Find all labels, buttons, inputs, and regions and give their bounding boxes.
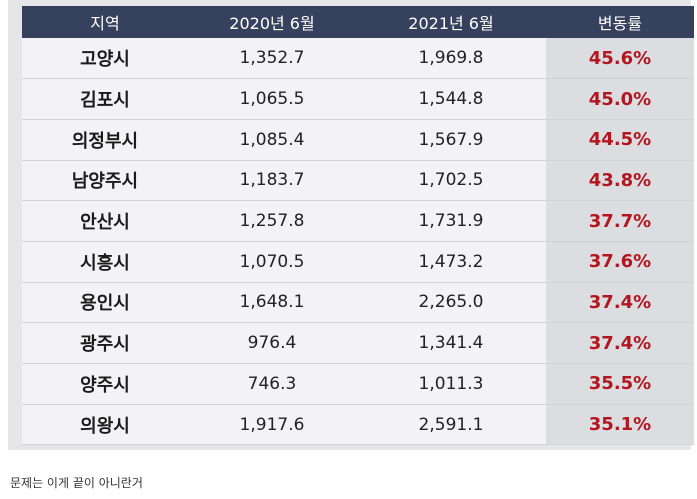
value-2020-cell: 1,917.6: [188, 404, 356, 446]
value-2021-cell: 1,731.9: [356, 200, 546, 242]
value-2020-cell: 976.4: [188, 322, 356, 364]
change-rate-cell: 44.5%: [546, 119, 694, 161]
header-2021-june: 2021년 6월: [408, 14, 494, 33]
change-rate-cell: 45.6%: [546, 38, 694, 80]
value-2021-cell: 1,473.2: [356, 241, 546, 283]
value-2020-cell: 1,648.1: [188, 282, 356, 324]
value-2020-cell: 1,085.4: [188, 119, 356, 161]
value-2020-cell: 1,352.7: [188, 38, 356, 80]
change-rate-cell: 35.5%: [546, 363, 694, 405]
table-body: 고양시 1,352.7 1,969.8 45.6% 김포시 1,065.5 1,544.8 4…: [22, 38, 694, 446]
table-row: 안산시 1,257.8 1,731.9 37.7%: [22, 200, 694, 242]
region-cell: 남양주시: [22, 160, 188, 202]
change-rate-cell: 37.4%: [546, 322, 694, 364]
table-row: 김포시 1,065.5 1,544.8 45.0%: [22, 78, 694, 120]
value-2020-cell: 746.3: [188, 363, 356, 405]
change-rate-cell: 37.4%: [546, 282, 694, 324]
change-rate-cell: 43.8%: [546, 160, 694, 202]
change-rate-cell: 35.1%: [546, 404, 694, 446]
table-row: 양주시 746.3 1,011.3 35.5%: [22, 363, 694, 405]
table-header: 지역 2020년 6월 2021년 6월 변동률: [22, 6, 694, 38]
table-row: 의왕시 1,917.6 2,591.1 35.1%: [22, 404, 694, 446]
table-row: 고양시 1,352.7 1,969.8 45.6%: [22, 38, 694, 80]
table-row: 용인시 1,648.1 2,265.0 37.4%: [22, 282, 694, 324]
table-row: 광주시 976.4 1,341.4 37.4%: [22, 322, 694, 364]
region-cell: 시흥시: [22, 241, 188, 283]
value-2021-cell: 2,591.1: [356, 404, 546, 446]
region-cell: 의정부시: [22, 119, 188, 161]
table-row: 의정부시 1,085.4 1,567.9 44.5%: [22, 119, 694, 161]
value-2020-cell: 1,065.5: [188, 78, 356, 120]
value-2021-cell: 1,567.9: [356, 119, 546, 161]
region-cell: 고양시: [22, 38, 188, 80]
table-row: 남양주시 1,183.7 1,702.5 43.8%: [22, 160, 694, 202]
region-cell: 광주시: [22, 322, 188, 364]
value-2021-cell: 1,544.8: [356, 78, 546, 120]
change-rate-cell: 37.7%: [546, 200, 694, 242]
region-cell: 김포시: [22, 78, 188, 120]
region-cell: 의왕시: [22, 404, 188, 446]
value-2021-cell: 2,265.0: [356, 282, 546, 324]
table-card: 지역 2020년 6월 2021년 6월 변동률 고양시 1,352.7 1,969…: [8, 0, 694, 450]
change-rate-cell: 45.0%: [546, 78, 694, 120]
caption-text: 문제는 이게 끝이 아니란거: [10, 476, 143, 490]
header-region: 지역: [90, 14, 120, 33]
header-change-rate: 변동률: [597, 14, 643, 33]
value-2020-cell: 1,183.7: [188, 160, 356, 202]
header-2020-june: 2020년 6월: [229, 14, 315, 33]
value-2021-cell: 1,341.4: [356, 322, 546, 364]
value-2021-cell: 1,969.8: [356, 38, 546, 80]
region-cell: 양주시: [22, 363, 188, 405]
table-row: 시흥시 1,070.5 1,473.2 37.6%: [22, 241, 694, 283]
value-2021-cell: 1,011.3: [356, 363, 546, 405]
price-table: 지역 2020년 6월 2021년 6월 변동률 고양시 1,352.7 1,969…: [22, 6, 694, 446]
region-cell: 용인시: [22, 282, 188, 324]
value-2020-cell: 1,257.8: [188, 200, 356, 242]
value-2021-cell: 1,702.5: [356, 160, 546, 202]
change-rate-cell: 37.6%: [546, 241, 694, 283]
region-cell: 안산시: [22, 200, 188, 242]
value-2020-cell: 1,070.5: [188, 241, 356, 283]
